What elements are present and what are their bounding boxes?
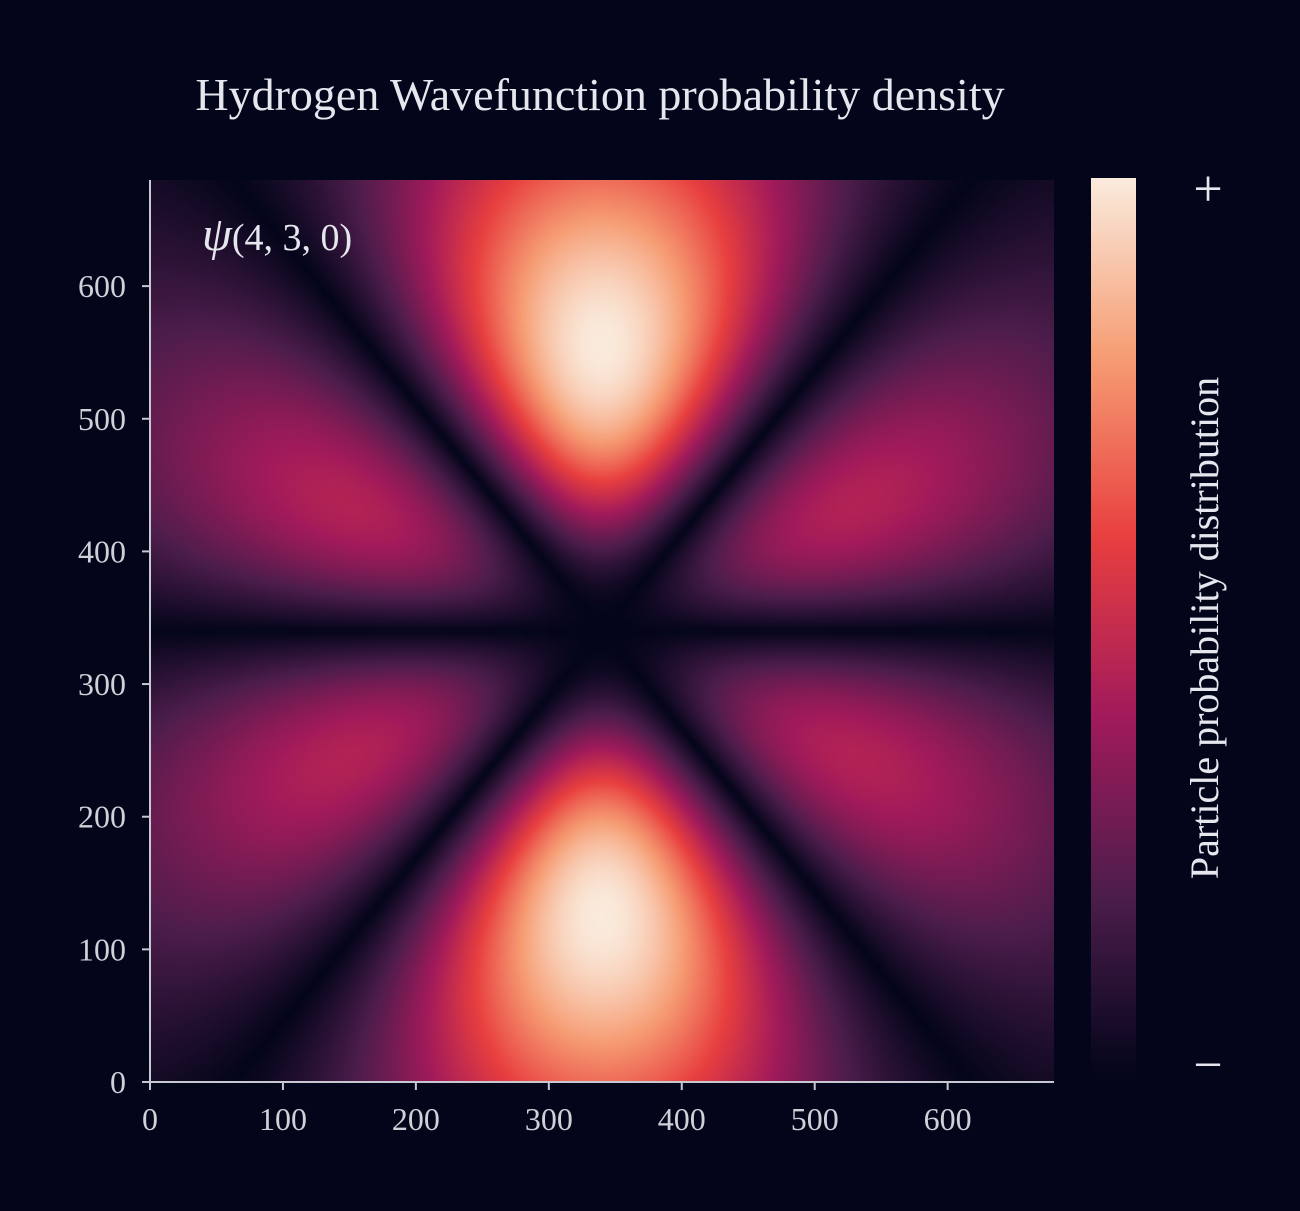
orbital-annotation: ψ(4, 3, 0) xyxy=(202,208,352,261)
heatmap-image xyxy=(150,180,1054,1082)
y-tick-label: 0 xyxy=(110,1064,126,1100)
colorbar xyxy=(1091,178,1136,1076)
chart-title: Hydrogen Wavefunction probability densit… xyxy=(195,69,1004,120)
y-tick-label: 300 xyxy=(78,666,126,702)
psi-symbol: ψ xyxy=(202,208,233,261)
quantum-numbers: (4, 3, 0) xyxy=(232,217,352,259)
colorbar-min-label: − xyxy=(1193,1037,1222,1094)
x-tick-label: 500 xyxy=(791,1101,839,1137)
colorbar-max-label: + xyxy=(1193,161,1222,218)
y-tick-label: 600 xyxy=(78,268,126,304)
y-tick-label: 200 xyxy=(78,799,126,835)
y-ticks: 0 100 200 300 400 500 600 xyxy=(78,268,150,1100)
plot-area xyxy=(150,180,1054,1082)
y-tick-label: 500 xyxy=(78,401,126,437)
x-ticks: 0 100 200 300 400 500 600 xyxy=(142,1082,972,1137)
y-tick-label: 100 xyxy=(78,931,126,967)
colorbar-label: Particle probability distribution xyxy=(1182,377,1227,879)
x-tick-label: 600 xyxy=(924,1101,972,1137)
x-tick-label: 300 xyxy=(525,1101,573,1137)
x-tick-label: 100 xyxy=(259,1101,307,1137)
y-tick-label: 400 xyxy=(78,533,126,569)
x-tick-label: 200 xyxy=(392,1101,440,1137)
x-tick-label: 0 xyxy=(142,1101,158,1137)
x-tick-label: 400 xyxy=(658,1101,706,1137)
